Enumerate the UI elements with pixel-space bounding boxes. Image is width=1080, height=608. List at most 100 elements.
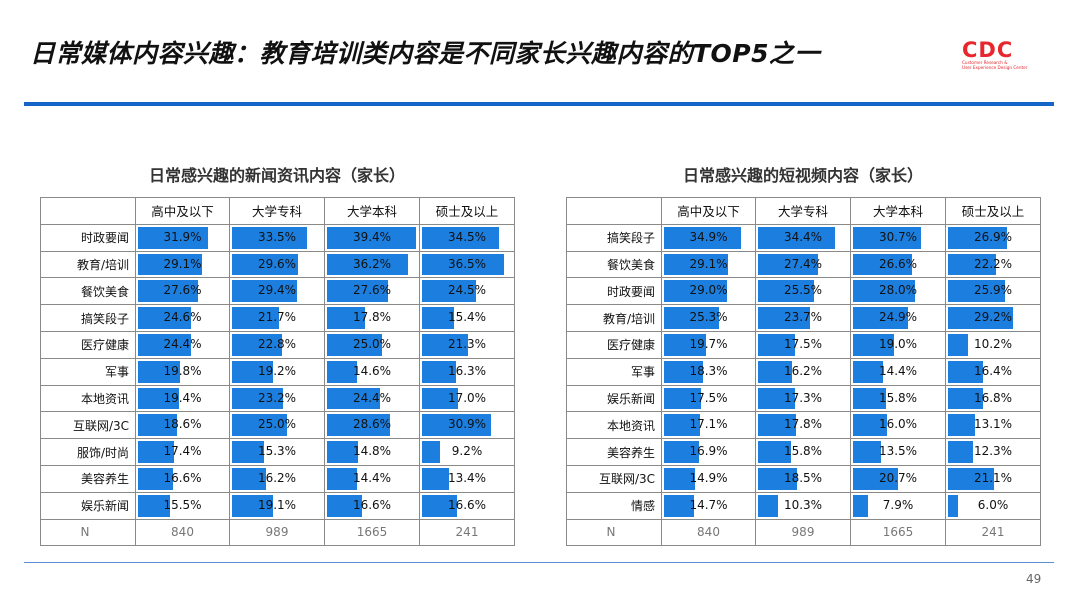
data-bar [948,226,1008,249]
value-label: 16.4% [973,363,1013,378]
value-cell: 19.2% [229,357,325,386]
value-label: 16.6% [447,497,487,512]
header-row: 高中及以下 大学专科 大学本科 硕士及以上 [40,197,515,225]
value-cell: 19.4% [135,384,230,413]
data-bar [948,253,997,276]
data-bar [422,307,455,329]
value-label: 16.3% [447,363,487,378]
value-cell: 16.6% [135,464,230,493]
header-corner [566,197,662,225]
value-label: 27.6% [352,283,392,298]
table-row: 娱乐新闻 15.5% 19.1% 16.6% 16.6% [40,491,515,520]
data-bar [948,333,968,356]
value-label: 28.0% [878,283,918,298]
table-row: 情感 14.7% 10.3% 7.9% 6.0% [566,491,1041,520]
value-cell: 28.6% [324,411,420,440]
sample-size-value: 840 [661,518,756,547]
data-bar [948,387,984,410]
value-cell: 14.4% [850,357,946,386]
logo-subtitle-2: User Experience Design Center [962,65,1028,70]
value-cell: 21.7% [229,304,325,332]
value-cell: 17.8% [324,304,420,332]
value-cell: 24.4% [324,384,420,413]
data-bar [664,467,695,490]
data-bar [422,441,440,463]
row-label: 教育/培训 [566,304,662,332]
data-bar [138,441,175,463]
right-table-title: 日常感兴趣的短视频内容（家长） [682,166,923,185]
value-label: 14.4% [352,470,392,485]
value-label: 25.0% [257,417,297,432]
value-label: 14.4% [878,363,918,378]
sample-size-value: 241 [945,518,1041,547]
value-cell: 27.6% [324,277,420,306]
sample-size-value: 1665 [850,518,946,547]
value-cell: 22.8% [229,330,325,359]
value-cell: 29.1% [135,250,230,279]
data-bar [422,226,500,249]
value-label: 21.1% [973,470,1013,485]
value-cell: 23.7% [755,304,851,332]
table-row: 军事 18.3% 16.2% 14.4% 16.4% [566,357,1041,386]
data-bar [664,333,706,356]
value-label: 29.1% [163,256,202,271]
value-cell: 29.0% [661,277,756,306]
data-bar [853,253,912,276]
data-bar [422,360,457,383]
value-label: 10.3% [783,497,823,512]
value-label: 25.9% [973,283,1013,298]
data-bar [853,441,881,463]
value-cell: 16.2% [229,464,325,493]
row-label: 军事 [566,357,662,386]
data-bar [853,387,887,410]
value-label: 22.2% [973,256,1013,271]
value-label: 24.4% [163,336,202,351]
value-cell: 13.1% [945,411,1041,440]
value-cell: 19.0% [850,330,946,359]
table-row: 餐饮美食 27.6% 29.4% 27.6% 24.5% [40,277,515,306]
data-bar [138,360,181,383]
value-label: 14.7% [689,497,728,512]
value-cell: 24.5% [419,277,515,306]
table-row: 搞笑段子 34.9% 34.4% 30.7% 26.9% [566,223,1041,252]
sample-size-value: 241 [419,518,515,547]
data-bar [758,467,798,490]
value-label: 17.8% [783,417,823,432]
value-cell: 30.9% [419,411,515,440]
column-header: 大学本科 [324,197,420,225]
value-label: 29.1% [689,256,728,271]
data-bar [758,360,793,383]
value-label: 19.0% [878,336,918,351]
data-bar [327,414,391,437]
table-row: 本地资讯 17.1% 17.8% 16.0% 13.1% [566,411,1041,440]
value-cell: 25.3% [661,304,756,332]
data-bar [232,360,274,383]
value-label: 21.3% [447,336,487,351]
data-bar [138,414,178,437]
value-cell: 15.5% [135,491,230,520]
table-row: 医疗健康 19.7% 17.5% 19.0% 10.2% [566,330,1041,359]
row-label: 搞笑段子 [566,223,662,252]
value-cell: 36.5% [419,250,515,279]
data-bar [232,494,273,517]
data-bar [232,387,283,410]
value-cell: 34.5% [419,223,515,252]
data-bar [138,226,209,249]
value-cell: 26.6% [850,250,946,279]
data-bar [758,333,796,356]
value-label: 24.4% [352,390,392,405]
value-cell: 17.5% [755,330,851,359]
sample-size-label: N [566,518,662,547]
value-cell: 18.6% [135,411,230,440]
table-row: 美容养生 16.6% 16.2% 14.4% 13.4% [40,464,515,493]
value-label: 25.0% [352,336,392,351]
data-bar [327,467,357,490]
value-label: 16.2% [257,470,297,485]
value-label: 16.8% [973,390,1013,405]
header-divider [24,102,1054,106]
table-row: 餐饮美食 29.1% 27.4% 26.6% 22.2% [566,250,1041,279]
data-bar [853,333,894,356]
value-cell: 9.2% [419,438,515,466]
data-bar [948,467,994,490]
value-label: 19.4% [163,390,202,405]
